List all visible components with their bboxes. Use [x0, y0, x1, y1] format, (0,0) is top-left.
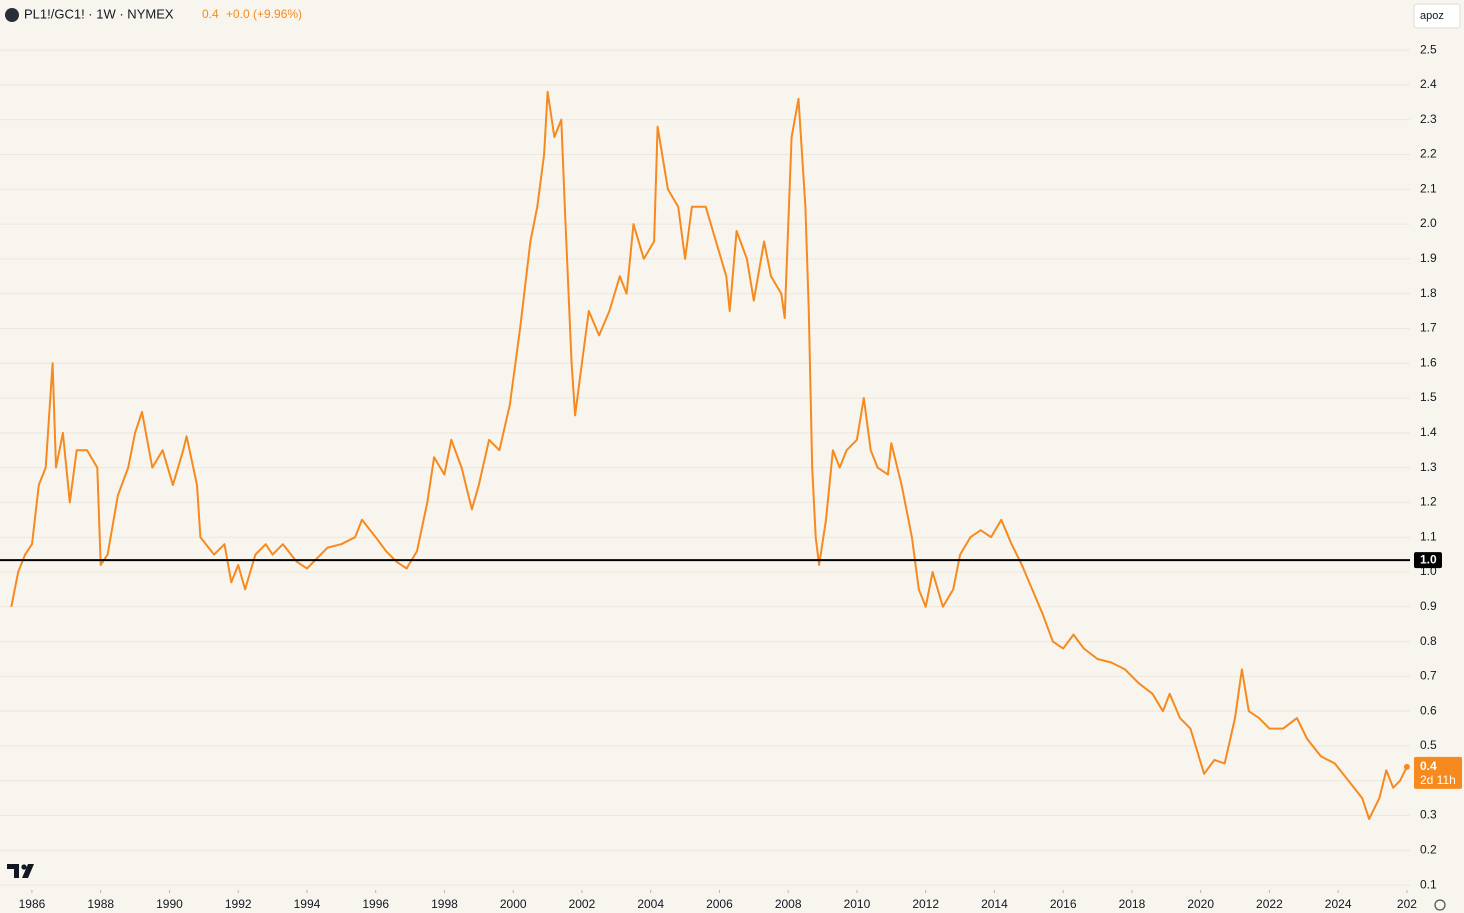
user[interactable]: apoz: [1420, 10, 1444, 22]
y-tick-label: 1.2: [1420, 495, 1437, 509]
y-tick-label: 1.5: [1420, 390, 1437, 404]
y-tick-label: 0.5: [1420, 738, 1437, 752]
y-tick-label: 2.4: [1420, 77, 1437, 91]
settings-icon[interactable]: [1434, 899, 1446, 911]
y-tick-label: 0.3: [1420, 808, 1437, 822]
x-tick-label: 2006: [706, 897, 733, 911]
y-tick-label: 0.1: [1420, 877, 1437, 891]
x-tick-label: 2018: [1119, 897, 1146, 911]
price-tag: [1414, 756, 1462, 789]
y-tick-label: 1.9: [1420, 251, 1437, 265]
x-tick-label: 1998: [431, 897, 458, 911]
x-tick-label: 2014: [981, 897, 1008, 911]
y-tick-label: 1.4: [1420, 425, 1437, 439]
logo-mark: [7, 864, 34, 878]
grid: [0, 49, 1410, 886]
x-tick-label: 2002: [569, 897, 596, 911]
x-tick-label: 2010: [844, 897, 871, 911]
x-tick-label: 2016: [1050, 897, 1077, 911]
y-tick-label: 2.0: [1420, 216, 1437, 230]
price-tag-countdown: 2d 11h: [1420, 773, 1456, 787]
hline-tag-label: 1.0: [1420, 552, 1437, 566]
y-tick-label: 2.5: [1420, 42, 1437, 56]
price-tag-value: 0.4: [1420, 759, 1437, 773]
y-tick-label: 0.8: [1420, 634, 1437, 648]
y-tick-label: 1.3: [1420, 460, 1437, 474]
x-tick-label: 1994: [294, 897, 321, 911]
x-tick-label: 2022: [1256, 897, 1283, 911]
x-tick-label: 1992: [225, 897, 252, 911]
y-tick-label: 2.2: [1420, 147, 1437, 161]
x-tick-label: 1986: [19, 897, 46, 911]
settings-ring[interactable]: [1434, 899, 1446, 911]
plot: [0, 90, 1410, 820]
hline-tag: [1414, 552, 1442, 569]
x-tick-label: 1988: [87, 897, 114, 911]
user-box[interactable]: [1413, 3, 1461, 29]
last-point: [1403, 763, 1410, 770]
logo: [7, 864, 34, 878]
x-tick-label: 2004: [637, 897, 664, 911]
y-tick-label: 1.7: [1420, 321, 1437, 335]
logo-dot: [21, 864, 27, 870]
y-tick-label: 0.6: [1420, 703, 1437, 717]
x-tick-label: 1990: [156, 897, 183, 911]
x-tick-label: 2008: [775, 897, 802, 911]
chart-title: PL1!/GC1! · 1W · NYMEX: [24, 6, 174, 21]
y-tick-label: 1.8: [1420, 286, 1437, 300]
last-value: 0.4: [202, 7, 219, 21]
x-tick-label: 2024: [1325, 897, 1352, 911]
change: +0.0 (+9.96%): [226, 7, 302, 21]
y-tick-label: 0.2: [1420, 843, 1437, 857]
price-line: [10, 90, 1408, 820]
x-tick-label: 2012: [912, 897, 939, 911]
symbol-icon: [5, 8, 19, 22]
x-tick-label: 2020: [1187, 897, 1214, 911]
x-tick-label: 1996: [362, 897, 389, 911]
x-tick-label: 202: [1397, 897, 1417, 911]
y-tick-label: 1.6: [1420, 355, 1437, 369]
y-tick-label: 0.9: [1420, 599, 1437, 613]
y-tick-label: 2.3: [1420, 112, 1437, 126]
y-tick-label: 2.1: [1420, 181, 1437, 195]
x-tick-label: 2000: [500, 897, 527, 911]
y-tick-label: 1.1: [1420, 529, 1437, 543]
y-tick-label: 0.7: [1420, 669, 1437, 683]
